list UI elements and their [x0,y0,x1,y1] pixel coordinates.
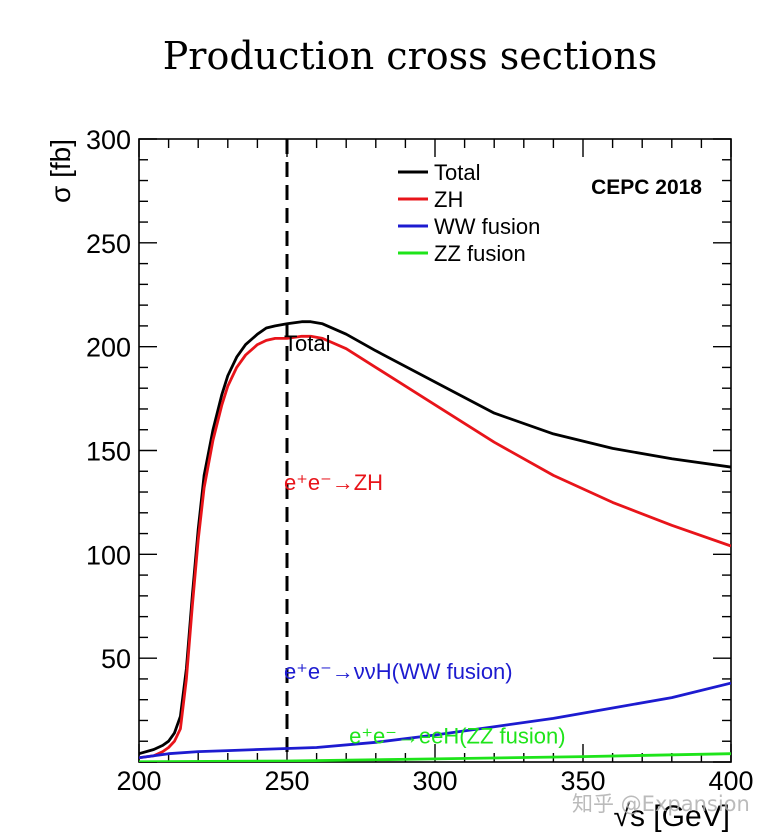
legend-label-total: Total [434,160,480,185]
legend-label-zz-fusion: ZZ fusion [434,241,526,266]
y-tick-label: 250 [86,229,131,259]
series-line-ww-fusion [139,681,731,760]
y-tick-label: 50 [101,644,131,674]
x-tick-label: 250 [264,766,309,796]
series-line-zz-fusion [139,752,731,762]
series-line-zh [139,334,731,760]
annotation-4: e⁺e⁻→eeH(ZZ fusion) [349,723,565,748]
page-title: Production cross sections [162,34,658,78]
x-axis-label: √s [GeV] [614,800,731,833]
y-tick-label: 150 [86,437,131,467]
annotation-2: e⁺e⁻→ZH [284,470,383,495]
series-line-total [139,320,731,756]
experiment-label: CEPC 2018 [591,176,702,199]
x-tick-label: 200 [116,766,161,796]
legend-label-zh: ZH [434,187,463,212]
y-tick-label: 200 [86,333,131,363]
annotation-1: Total [284,331,330,356]
y-tick-label: 300 [86,125,131,155]
x-tick-label: 350 [560,766,605,796]
y-axis-label: σ [fb] [45,139,76,203]
y-tick-label: 100 [86,540,131,570]
x-tick-label: 300 [412,766,457,796]
x-tick-label: 400 [708,766,753,796]
watermark: 知乎 @Expansion [572,792,750,816]
legend-label-ww-fusion: WW fusion [434,214,540,239]
annotation-3: e⁺e⁻→ννH(WW fusion) [284,659,513,684]
